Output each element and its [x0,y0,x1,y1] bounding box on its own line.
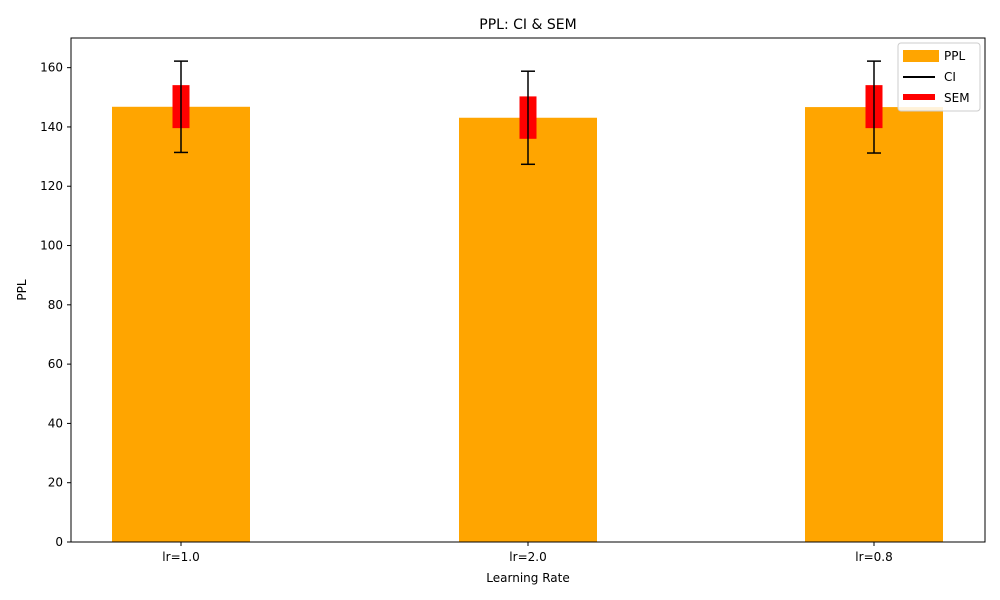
y-tick-label-5: 100 [40,239,63,253]
legend-ppl-swatch [903,50,939,62]
bar-ppl-1 [459,117,597,543]
chart-title: PPL: CI & SEM [479,17,576,33]
y-axis-label: PPL [15,279,29,300]
legend-ci-label: CI [944,70,956,84]
bars-layer [112,106,943,543]
x-axis: lr=1.0 lr=2.0 lr=0.8 [162,542,893,564]
bar-ppl-2 [805,107,943,543]
y-tick-label-1: 20 [48,476,63,490]
y-tick-label-2: 40 [48,416,63,430]
y-tick-label-6: 120 [40,179,63,193]
bar-ppl-0 [112,106,250,542]
sem-layer [172,85,883,139]
x-axis-label: Learning Rate [486,571,569,585]
y-tick-label-7: 140 [40,120,63,134]
y-tick-label-8: 160 [40,61,63,75]
x-tick-label-0: lr=1.0 [162,550,199,564]
y-tick-label-3: 60 [48,357,63,371]
y-tick-label-4: 80 [48,298,63,312]
x-tick-label-1: lr=2.0 [509,550,546,564]
y-tick-label-0: 0 [55,535,63,549]
legend: PPL CI SEM [897,42,981,112]
legend-sem-label: SEM [944,91,970,105]
ci-layer [174,60,881,166]
y-axis: 0 20 40 60 80 100 120 140 160 [40,61,71,549]
legend-ppl-label: PPL [944,49,965,63]
x-tick-label-2: lr=0.8 [855,550,892,564]
